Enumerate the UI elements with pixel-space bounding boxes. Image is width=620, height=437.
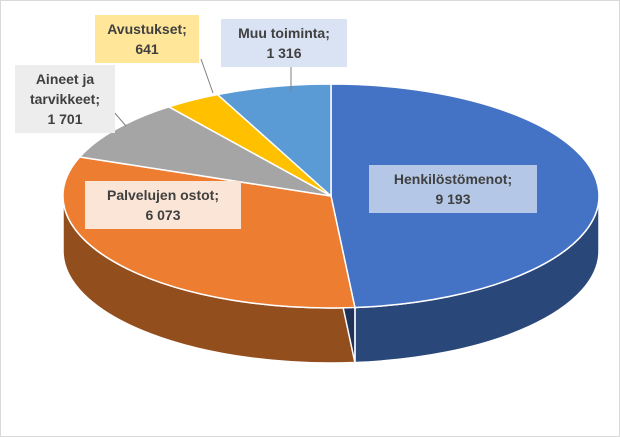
data-label: Henkilöstömenot; 9 193 bbox=[369, 165, 537, 213]
label-category: Muu toiminta; bbox=[238, 25, 330, 41]
label-category: Henkilöstömenot; bbox=[393, 171, 513, 187]
data-label: Palvelujen ostot; 6 073 bbox=[85, 181, 241, 229]
leader-line bbox=[200, 58, 214, 94]
label-value: 641 bbox=[135, 41, 159, 57]
slice bbox=[78, 106, 332, 197]
label-value: 1 701 bbox=[47, 111, 83, 127]
leader-line bbox=[112, 110, 127, 127]
data-label: Aineet ja tarvikkeet; 1 701 bbox=[15, 65, 115, 133]
slice bbox=[215, 83, 332, 198]
data-label: Avustukset; 641 bbox=[95, 15, 199, 63]
label-value: 6 073 bbox=[145, 207, 181, 223]
label-category: Avustukset; bbox=[107, 21, 187, 37]
data-label: Muu toiminta; 1 316 bbox=[221, 19, 347, 67]
label-value: 1 316 bbox=[266, 45, 302, 61]
label-value: 9 193 bbox=[435, 191, 471, 207]
label-category: Palvelujen ostot; bbox=[106, 187, 220, 203]
label-category: Aineet ja tarvikkeet; bbox=[29, 71, 101, 107]
